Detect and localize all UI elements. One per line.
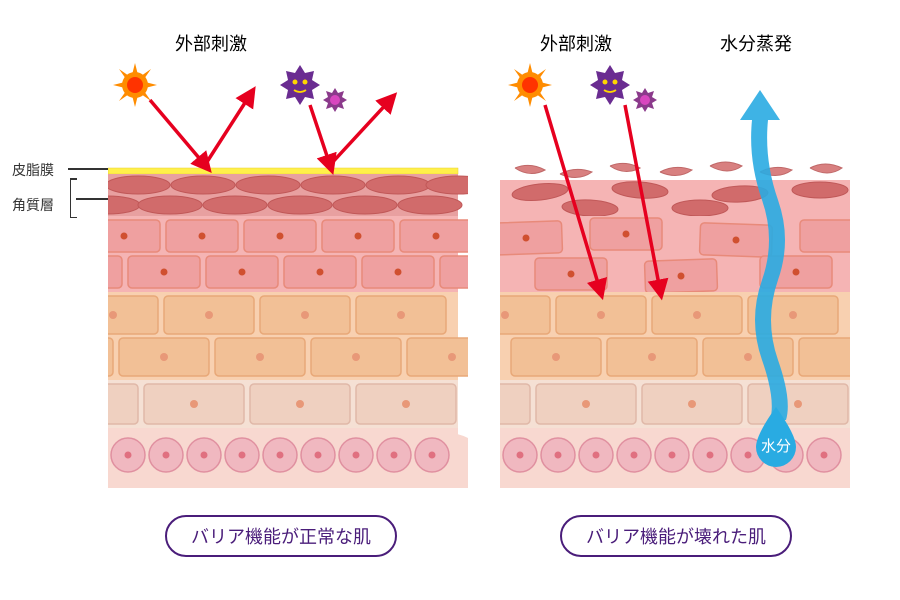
pathogen-large-icon: [590, 65, 630, 105]
sun-icon: [508, 63, 552, 107]
caption-healthy: バリア機能が正常な肌: [165, 515, 397, 557]
pathogen-large-icon: [280, 65, 320, 105]
svg-text:水分: 水分: [761, 438, 791, 455]
water-drop-icon: 水分: [756, 407, 796, 467]
evaporation-arrow: [740, 90, 788, 420]
caption-damaged: バリア機能が壊れた肌: [560, 515, 792, 557]
overlay-icons: 水分: [0, 0, 900, 500]
pathogen-small-icon: [323, 88, 347, 112]
pathogen-small-icon: [633, 88, 657, 112]
